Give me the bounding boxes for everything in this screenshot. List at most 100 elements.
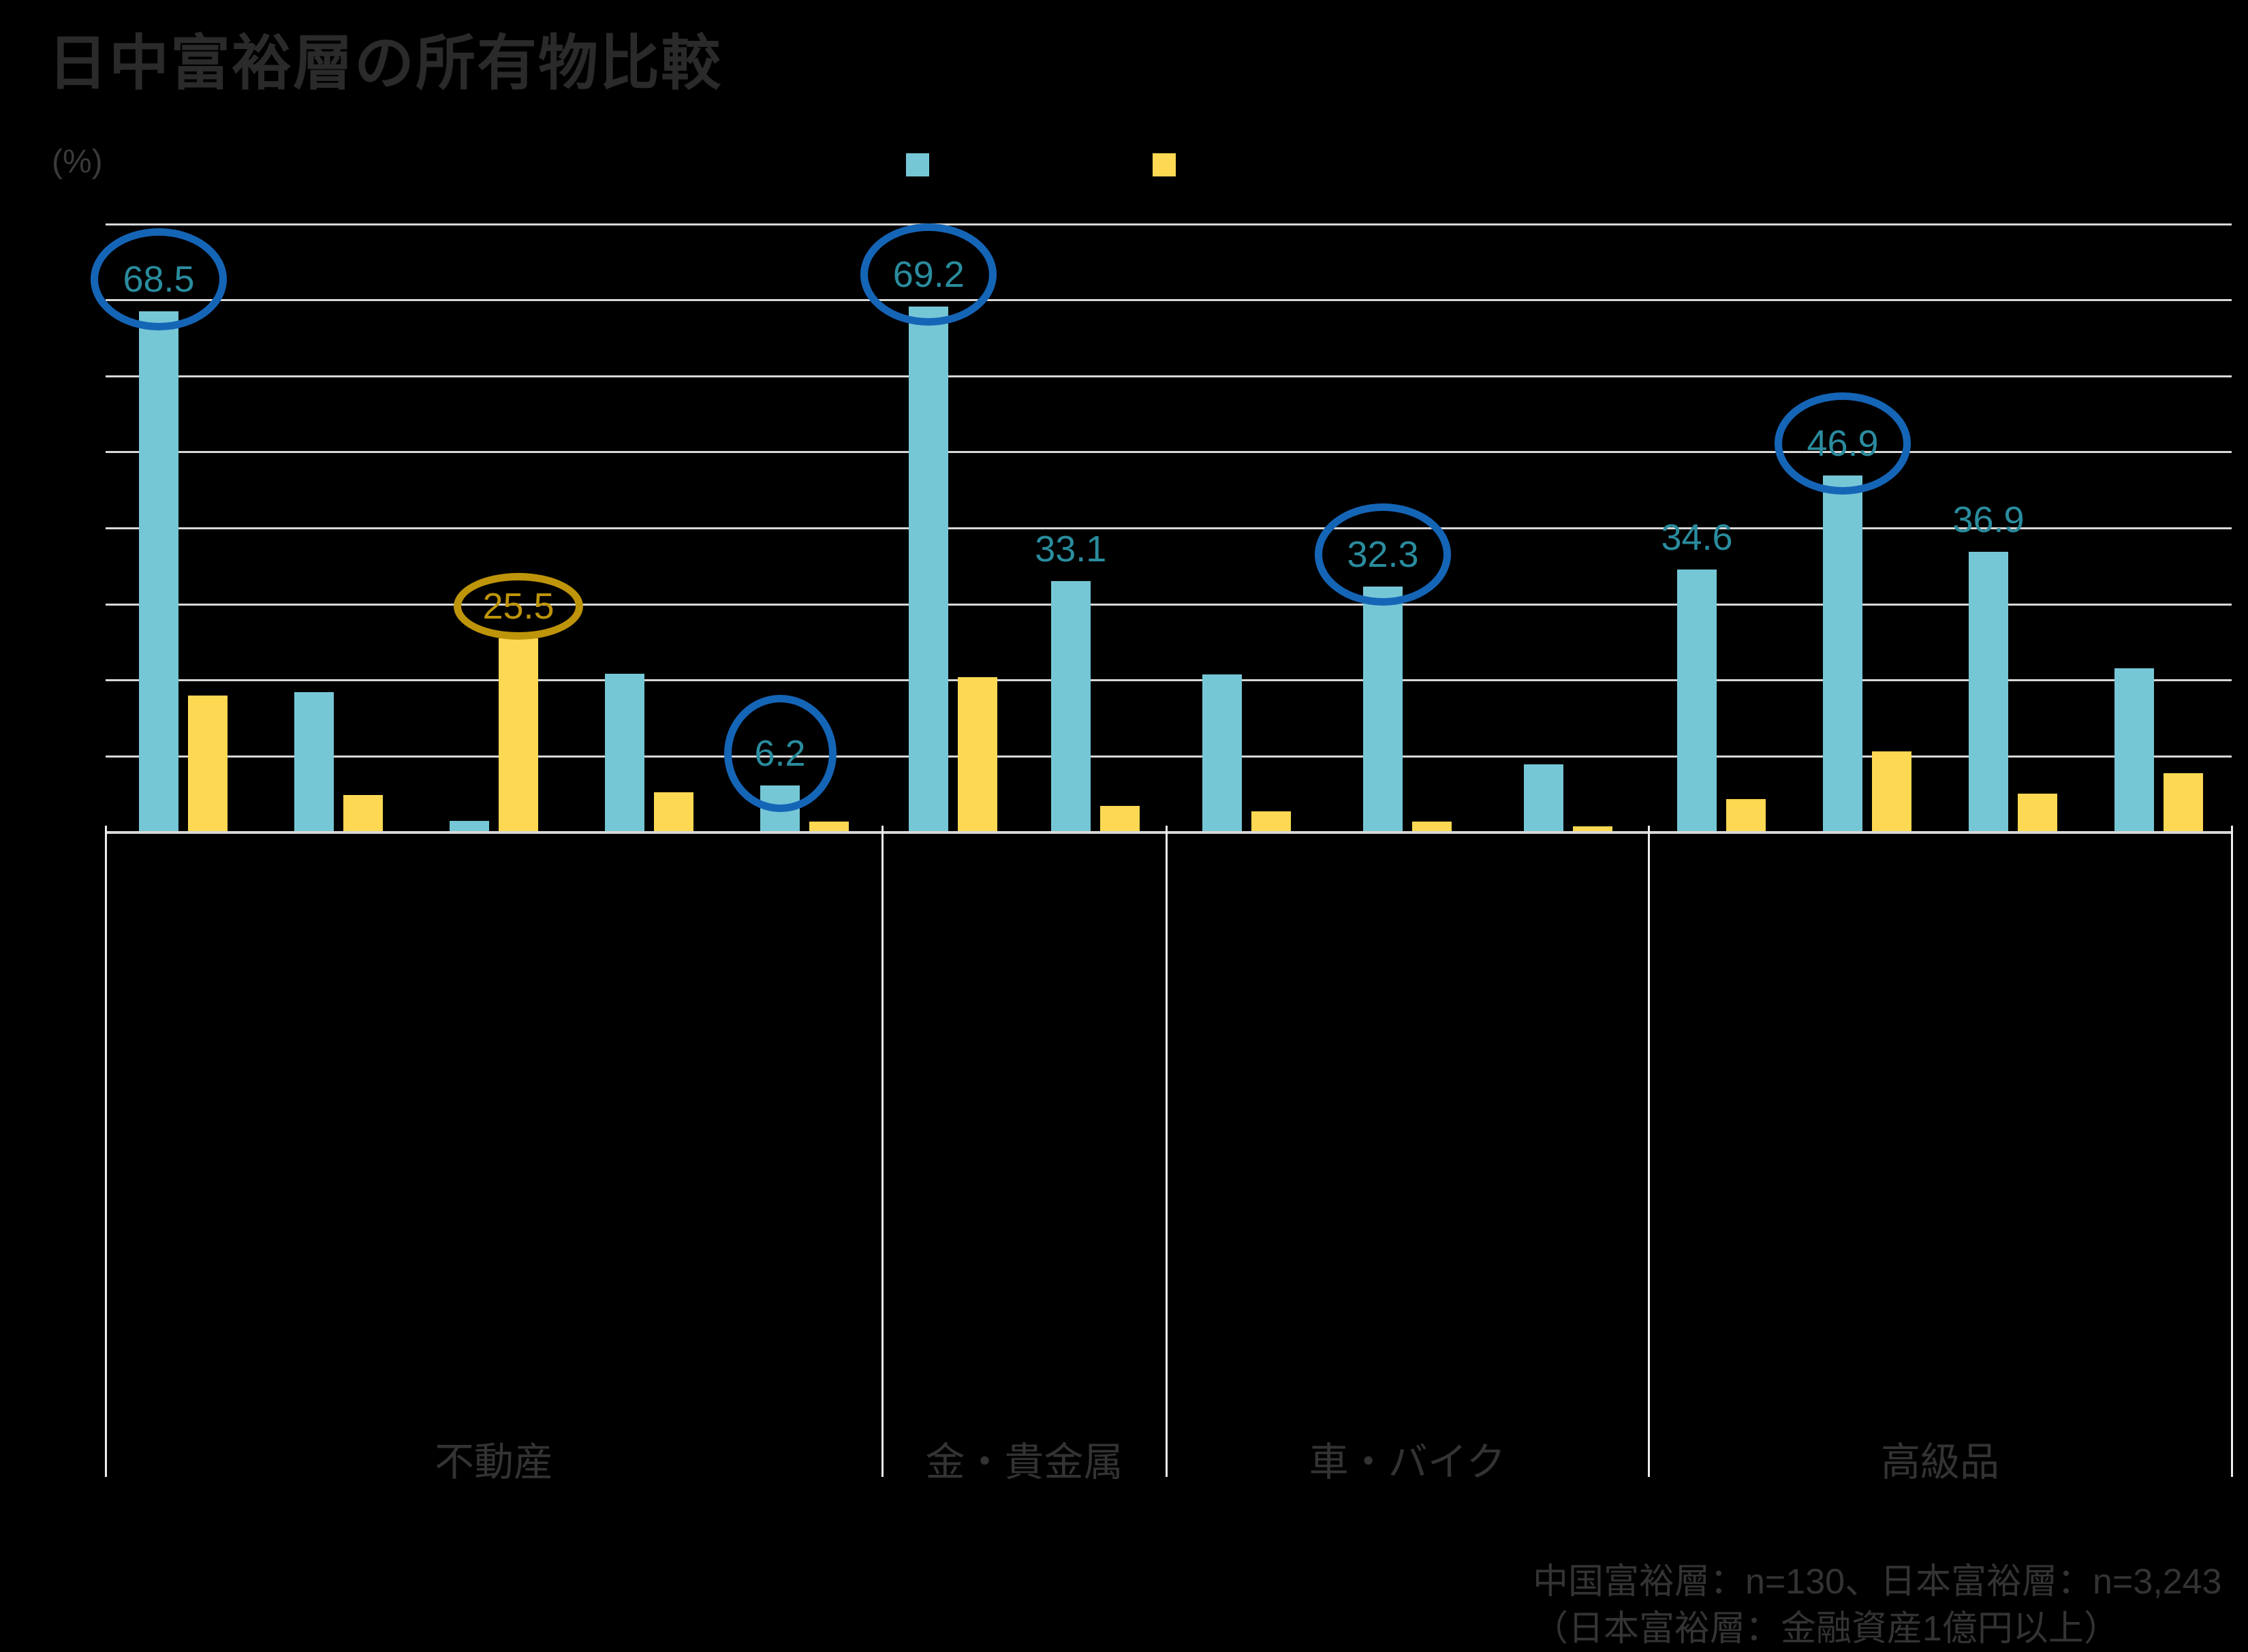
footnote-line1: 中国富裕層：n=130、日本富裕層：n=3,243 [1533,1562,2222,1602]
category-slot: 46.9 [1775,224,1940,832]
gold-ellipse-icon [454,573,583,640]
value-label: 68.5 [123,259,195,300]
bar-pair [882,224,1025,832]
category-slot [1488,224,1649,832]
bar-yellow [809,822,849,832]
bar-cyan [1363,587,1403,832]
category-slot: 25.5 [416,224,583,832]
footnote-line2: （日本富裕層：金融資産1億円以上） [1533,1608,2119,1649]
bar-cyan [909,306,949,832]
category-slot [261,224,416,832]
group-separator [104,826,107,1477]
category-label-1: 不動産 [434,1440,553,1484]
bar-pair [2086,224,2232,832]
bar-yellow [654,792,693,832]
gridline-80 [106,223,2232,225]
bar-yellow [499,638,538,832]
plot-area: 68.5 25.5 6.2 69.2 33.1 32.3 34.6 46.9 36.9 [91,223,2232,834]
gridline-60 [106,375,2232,377]
gridline-40 [106,527,2232,529]
value-label: 33.1 [1035,528,1107,570]
chart-title: 日中富裕層の所有物比較 [48,29,723,97]
bar-pair [572,224,727,832]
category-label-2: 金・貴金属 [925,1440,1123,1484]
bar-pair [416,224,572,832]
bar-pair [1940,224,2086,832]
footnote: 中国富裕層：n=130、日本富裕層：n=3,243 （日本富裕層：金融資産1億円… [1533,1559,2221,1652]
bar-pair [1166,224,1327,832]
legend-swatch-cyan [906,153,929,176]
group-separator [1647,826,1650,1477]
group-separator [881,826,884,1477]
bar-cyan [1677,569,1717,832]
bar-cyan [450,821,489,832]
bar-yellow [2164,773,2203,832]
bar-yellow [1573,826,1612,832]
bar-pair [261,224,416,832]
bar-cyan [1524,764,1563,832]
value-label: 36.9 [1952,499,2025,541]
bar-yellow [1726,798,1766,832]
category-slot [572,224,727,832]
category-slot: 36.9 [1940,224,2086,832]
gridline-50 [106,451,2232,454]
bar-yellow [1251,811,1291,832]
gridline-20 [106,679,2232,682]
category-slot: 6.2 [723,224,882,832]
bar-yellow [1412,822,1452,832]
plot-groups: 68.5 25.5 6.2 69.2 33.1 32.3 34.6 46.9 36.9 [91,223,2232,832]
x-axis-line [106,831,2232,834]
bar-cyan [605,673,644,832]
category-slot: 33.1 [1025,224,1167,832]
blue-ellipse-icon [723,694,837,812]
bar-pair [1649,224,1794,832]
bar-pair [1025,224,1167,832]
legend-swatch-yellow [1153,153,1176,176]
group-4: 34.6 46.9 36.9 [1649,224,2232,832]
bar-cyan [139,311,178,832]
category-slot: 32.3 [1315,224,1488,832]
category-label-row: 不動産 金・貴金属 車・バイク 高級品 [106,1428,2232,1489]
bar-cyan [1969,552,2008,832]
blue-ellipse-icon [1315,503,1451,606]
category-slot: 34.6 [1649,224,1794,832]
bar-cyan [1823,476,1862,832]
bar-yellow [2018,794,2057,832]
group-separator [2230,826,2233,1477]
gridline-10 [106,755,2232,758]
blue-ellipse-icon [860,223,997,326]
bar-cyan [1202,674,1242,832]
value-label: 46.9 [1807,423,1879,465]
bar-yellow [1872,751,1911,832]
category-label-3: 車・バイク [1309,1440,1506,1484]
bar-yellow [188,696,228,832]
group-3: 32.3 [1166,224,1649,832]
bar-yellow [958,677,998,832]
value-label: 69.2 [892,253,965,295]
group-2: 69.2 33.1 [860,223,1167,832]
value-label: 25.5 [482,586,555,627]
bar-cyan [294,691,334,832]
y-axis-unit-label: (%) [52,144,103,180]
bar-cyan [1050,580,1091,832]
blue-ellipse-icon [1775,392,1911,495]
bar-pair [1794,224,1940,832]
bar-pair [1488,224,1649,832]
category-label-4: 高級品 [1880,1440,1999,1484]
value-label: 32.3 [1347,534,1419,576]
gridline-30 [106,603,2232,606]
category-slot [2086,224,2232,832]
gridline-70 [106,299,2232,302]
bar-pair [1327,224,1488,832]
bar-cyan [2114,668,2154,832]
group-separator [1165,826,1168,1477]
category-slot [1166,224,1327,832]
blue-ellipse-icon [91,228,227,331]
bar-pair [106,224,261,832]
value-label: 34.6 [1661,516,1733,558]
category-slot: 69.2 [860,223,1025,832]
group-1: 68.5 25.5 6.2 [91,224,882,832]
category-slot: 68.5 [91,224,261,832]
value-label: 6.2 [754,732,806,774]
